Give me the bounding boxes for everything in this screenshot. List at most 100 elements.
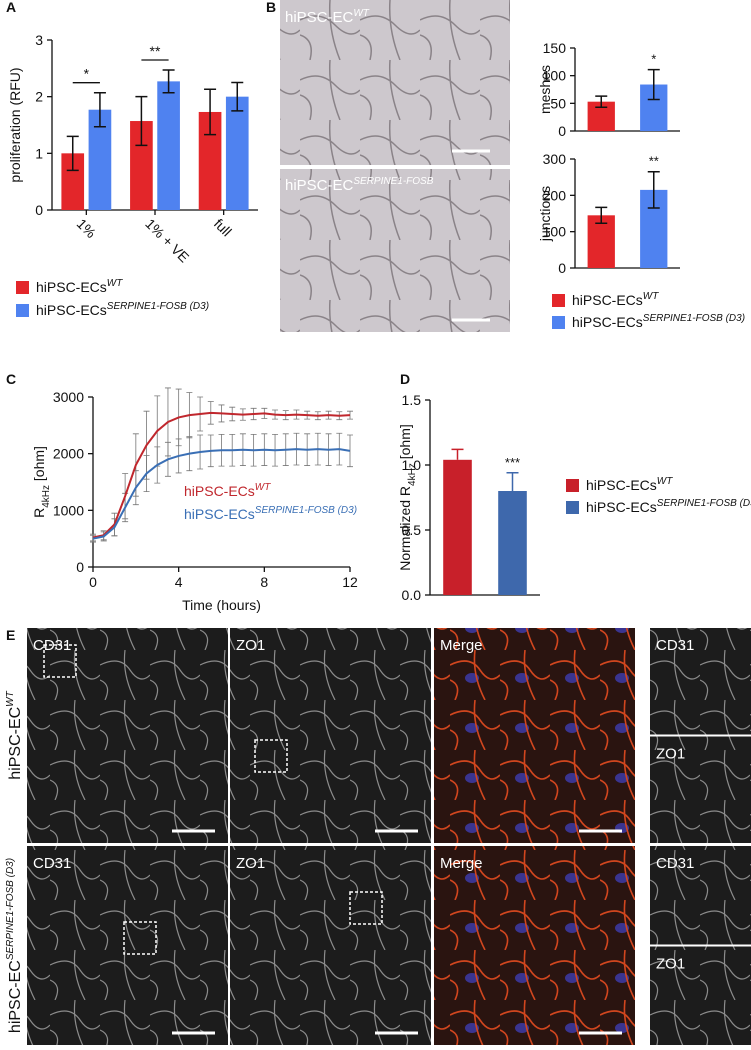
panel-label: B	[266, 0, 276, 15]
x-tick-label: 4	[175, 574, 183, 590]
inset	[650, 628, 751, 735]
x-tick-label: 8	[260, 574, 268, 590]
y-tick-label: 1	[35, 145, 43, 161]
y-tick-label: 3000	[53, 389, 84, 405]
error-bar	[347, 434, 353, 468]
label-sup: WT	[643, 291, 659, 302]
x-axis-label: Time (hours)	[182, 597, 261, 613]
label-text: hiPSC-ECs	[184, 506, 255, 522]
channel-label: Merge	[440, 855, 483, 872]
x-tick-label: 1%	[74, 215, 100, 241]
label-sup: SERPINE1-FOSB (D3)	[5, 858, 16, 960]
micrograph	[434, 628, 635, 843]
label: hiPSC-ECSERPINE1-FOSB	[285, 176, 434, 194]
label-sub: 4kHz	[407, 463, 418, 486]
line	[92, 448, 351, 540]
y-tick-label: 50	[550, 95, 566, 111]
label-text: hiPSC-EC	[7, 960, 24, 1033]
y-tick-label: 2	[35, 89, 43, 105]
inset	[650, 736, 751, 843]
y-tick-label: 200	[543, 187, 567, 203]
inset-label: CD31	[656, 637, 694, 654]
label-text: [ohm]	[31, 446, 47, 485]
label-text: Normalized R	[397, 486, 413, 571]
label-sup: WT	[657, 476, 673, 487]
bar	[225, 96, 249, 210]
label: hiPSC-ECsSERPINE1-FOSB (D3)	[36, 301, 209, 318]
micrograph	[280, 0, 510, 165]
bar	[61, 153, 85, 210]
y-tick-label: 2000	[53, 446, 84, 462]
line	[92, 411, 351, 539]
error-bar	[162, 69, 175, 94]
label-sup: SERPINE1-FOSB	[353, 176, 433, 187]
legend-swatch	[16, 304, 29, 317]
label-sup: WT	[107, 278, 123, 289]
x-tick-label: full	[211, 215, 235, 239]
micrograph	[27, 846, 228, 1045]
error-bar	[204, 88, 217, 136]
row-label: hiPSC-ECWT	[5, 690, 24, 779]
significance: *	[651, 52, 656, 67]
inset	[650, 846, 751, 945]
bar	[587, 215, 615, 268]
significance: ***	[505, 455, 520, 470]
panel-label: E	[6, 627, 15, 643]
channel-label: CD31	[33, 637, 71, 654]
label-text: hiPSC-ECs	[572, 292, 643, 308]
error-bar	[595, 206, 608, 225]
bar	[498, 491, 527, 595]
label-sup: WT	[255, 482, 271, 493]
significance: **	[150, 43, 161, 59]
channel-label: Merge	[440, 637, 483, 654]
error-bar	[66, 135, 79, 172]
error-bar	[90, 534, 96, 543]
y-tick-label: 300	[543, 151, 567, 167]
inset	[650, 946, 751, 1045]
bar	[198, 111, 222, 210]
label-sup: SERPINE1-FOSB (D3)	[657, 498, 751, 509]
bar	[443, 459, 472, 595]
y-tick-label: 1.0	[402, 457, 422, 473]
micrograph	[27, 628, 228, 843]
y-tick-label: 0	[558, 260, 566, 276]
inset-label: CD31	[656, 855, 694, 872]
y-tick-label: 0	[558, 123, 566, 139]
label-sup: SERPINE1-FOSB (D3)	[255, 505, 357, 516]
y-tick-label: 1.5	[402, 392, 422, 408]
label: hiPSC-ECWT	[285, 8, 370, 26]
label-sup: SERPINE1-FOSB (D3)	[107, 301, 209, 312]
y-tick-label: 0.5	[402, 522, 422, 538]
label-sup: SERPINE1-FOSB (D3)	[643, 313, 745, 324]
y-axis-label: R4kHz [ohm]	[31, 446, 52, 518]
panel-label: C	[6, 371, 16, 387]
inset-box	[254, 739, 288, 773]
error-bar	[506, 472, 519, 491]
error-bar	[135, 95, 148, 147]
y-axis-label: meshes	[537, 65, 553, 114]
panel-label: D	[400, 371, 410, 387]
error-bar	[231, 81, 244, 112]
panel-b-images	[280, 0, 510, 332]
label: hiPSC-ECsWT	[36, 278, 123, 295]
inset-box	[349, 891, 383, 925]
label-sup: WT	[5, 690, 16, 706]
error-bar	[93, 91, 106, 128]
bar	[157, 81, 180, 210]
label-text: hiPSC-ECs	[586, 477, 657, 493]
panel-label: A	[6, 0, 16, 15]
label-text: hiPSC-EC	[285, 177, 354, 194]
y-axis-label: Normalized R4kHz [ohm]	[397, 424, 418, 571]
legend-swatch	[566, 479, 579, 492]
bar	[88, 109, 112, 210]
label: hiPSC-ECsWT	[572, 291, 659, 308]
channel-label: ZO1	[236, 637, 265, 654]
y-axis-label: proliferation (RFU)	[7, 67, 23, 182]
inset-box	[43, 644, 77, 678]
error-bar	[595, 95, 608, 108]
x-tick-label: 1% + VE	[142, 215, 192, 265]
y-tick-label: 100	[543, 224, 567, 240]
label-text: hiPSC-EC	[285, 9, 354, 26]
micrograph	[230, 846, 431, 1045]
